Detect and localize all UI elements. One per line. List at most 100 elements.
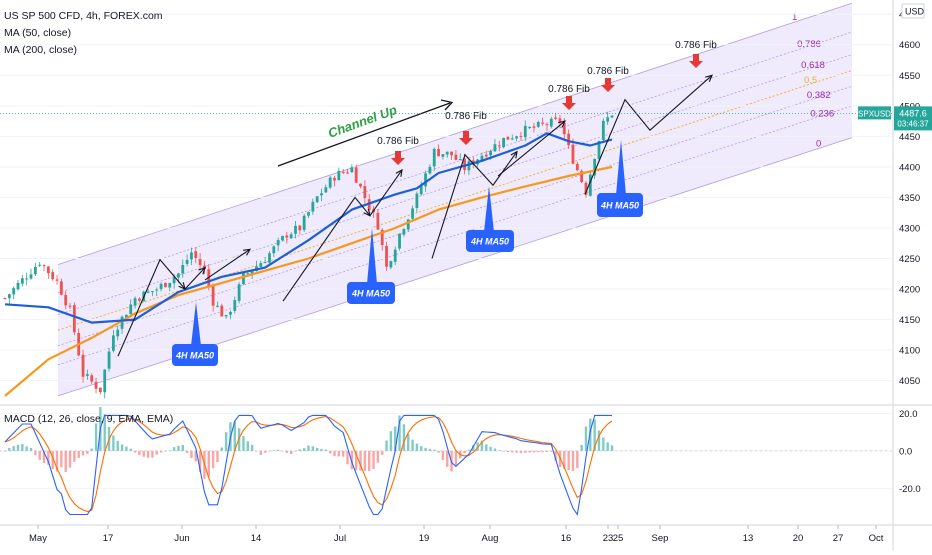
price-tick-label: 4100 xyxy=(899,346,920,357)
ma50-legend-label[interactable]: MA (50, close) xyxy=(4,27,72,39)
macd-histogram-bar xyxy=(489,446,492,451)
candle xyxy=(211,283,215,312)
last-price-marker: SPXUSD 4487.603:46:37 xyxy=(0,106,932,131)
candle-body xyxy=(38,264,42,266)
candle-body xyxy=(528,127,532,129)
macd-histogram-bar xyxy=(593,419,596,451)
macd-histogram-bar xyxy=(77,450,80,458)
candle xyxy=(64,290,68,310)
time-tick-label: Oct xyxy=(869,533,884,544)
candle-body xyxy=(90,375,94,382)
callout-box xyxy=(347,282,395,304)
price-tick-label: 4050 xyxy=(899,376,920,387)
candle-body xyxy=(350,167,354,173)
macd-histogram-bar xyxy=(376,450,380,463)
candle-body xyxy=(593,158,597,176)
macd-histogram-bar xyxy=(164,450,167,452)
macd-histogram-bar xyxy=(198,450,202,472)
macd-histogram-bar xyxy=(328,450,332,454)
candle-body xyxy=(558,118,562,123)
candle xyxy=(138,297,141,303)
chart-title[interactable]: US SP 500 CFD, 4h, FOREX.com xyxy=(4,10,163,22)
candle xyxy=(55,274,59,285)
candle xyxy=(497,140,501,152)
price-tag-countdown: 03:46:37 xyxy=(897,119,929,128)
callout-pointer xyxy=(616,140,626,195)
fib-arrow-label: 0.786 Fib xyxy=(675,40,717,51)
candle-body xyxy=(181,265,185,274)
ma50-callout: 4H MA50 xyxy=(597,140,643,217)
candle-body xyxy=(168,282,172,288)
candle-body xyxy=(489,151,492,156)
candle xyxy=(111,329,115,353)
candle xyxy=(437,144,440,157)
macd-histogram-bar xyxy=(528,450,531,453)
candle-body xyxy=(276,240,280,246)
candle xyxy=(59,278,63,296)
candle xyxy=(315,195,319,204)
macd-histogram-bar xyxy=(498,450,501,451)
candle xyxy=(25,272,29,286)
candle xyxy=(554,112,558,121)
candle-body xyxy=(337,170,341,181)
candle xyxy=(328,176,332,190)
candle xyxy=(532,122,536,133)
candle-body xyxy=(120,316,124,329)
macd-histogram-bar xyxy=(168,450,171,451)
candle-body xyxy=(493,144,497,152)
macd-histogram-bar xyxy=(346,450,349,465)
price-tick-label: 4550 xyxy=(899,71,920,82)
callout-label: 4H MA50 xyxy=(351,289,390,299)
macd-histogram-bar xyxy=(233,421,236,451)
arrow-head xyxy=(395,168,403,177)
candle xyxy=(281,235,284,242)
candle-body xyxy=(562,123,566,135)
candle xyxy=(85,369,89,380)
candle xyxy=(129,299,133,315)
ma50-callout: 4H MA50 xyxy=(466,186,514,252)
symbol-tag-label: SPXUSD xyxy=(858,109,891,118)
zigzag-path xyxy=(584,74,713,195)
candle-body xyxy=(159,283,163,290)
candle xyxy=(259,260,263,268)
chart-legend: US SP 500 CFD, 4h, FOREX.com MA (50, clo… xyxy=(4,8,163,59)
macd-histogram-bar xyxy=(441,450,445,460)
zigzag-path xyxy=(369,169,403,217)
macd-histogram-bar xyxy=(211,450,215,469)
candle-body xyxy=(298,225,302,231)
macd-histogram-bar xyxy=(159,450,163,453)
macd-histogram-bar xyxy=(476,442,479,451)
macd-histogram-bar xyxy=(255,450,258,452)
ma50-callout: 4H MA50 xyxy=(347,228,395,304)
macd-histogram-bar xyxy=(246,441,249,451)
candle xyxy=(502,137,506,149)
candle-body xyxy=(20,278,24,284)
fib-arrow-label: 0.786 Fib xyxy=(548,84,590,95)
fib-level-label: 0.618 xyxy=(801,60,825,71)
candle-body xyxy=(164,282,167,288)
macd-histogram-bar xyxy=(133,450,137,453)
candle xyxy=(324,184,328,193)
macd-histogram-bar xyxy=(472,445,475,451)
currency-box xyxy=(901,3,925,19)
macd-legend-label[interactable]: MACD (12, 26, close, 9, EMA, EMA) xyxy=(4,413,174,425)
candle xyxy=(588,170,592,197)
candle xyxy=(68,303,72,309)
macd-tick-label: 20.0 xyxy=(899,409,918,420)
candle xyxy=(20,274,24,287)
macd-histogram-bar xyxy=(47,450,50,465)
candle-body xyxy=(272,246,276,254)
macd-histogram-bar xyxy=(368,450,371,471)
price-tick-label: 4150 xyxy=(899,315,920,326)
callout-label: 4H MA50 xyxy=(600,201,639,211)
candle xyxy=(454,150,458,161)
candle-body xyxy=(59,281,63,295)
candle-body xyxy=(424,173,427,187)
ma200-legend-label[interactable]: MA (200, close) xyxy=(4,44,77,56)
candle xyxy=(133,296,137,309)
macd-histogram-bar xyxy=(81,450,85,456)
candle xyxy=(376,209,380,230)
